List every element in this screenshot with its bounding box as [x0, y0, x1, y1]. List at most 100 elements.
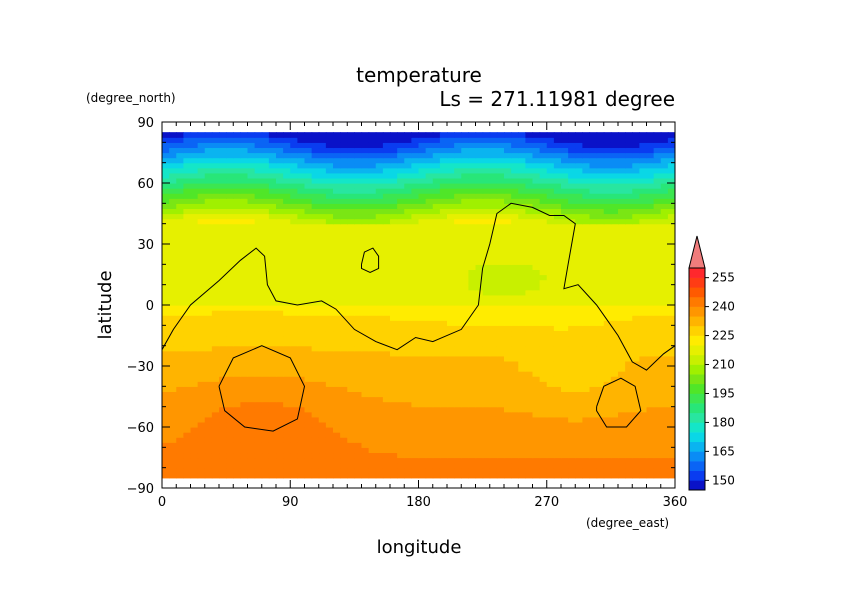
heatmap-cell	[311, 462, 320, 469]
heatmap-cell	[361, 366, 370, 372]
heatmap-cell	[504, 238, 512, 245]
heatmap-cell	[261, 213, 270, 220]
heatmap-cell	[368, 432, 377, 438]
heatmap-cell	[489, 432, 498, 438]
heatmap-cell	[546, 355, 555, 362]
heatmap-cell	[496, 299, 505, 306]
heatmap-cell	[261, 381, 270, 387]
heatmap-cell	[511, 381, 519, 387]
heatmap-cell	[461, 360, 469, 367]
heatmap-cell	[347, 462, 355, 469]
heatmap-cell	[518, 457, 526, 464]
heatmap-cell	[596, 386, 605, 393]
heatmap-cell	[297, 284, 306, 291]
heatmap-cell	[461, 294, 469, 301]
heatmap-cell	[226, 350, 234, 357]
heatmap-cell	[290, 371, 298, 377]
heatmap-cell	[561, 259, 569, 265]
heatmap-cell	[261, 167, 270, 174]
heatmap-cell	[411, 132, 420, 138]
heatmap-cell	[254, 132, 263, 138]
heatmap-cell	[596, 376, 605, 382]
heatmap-cell	[625, 335, 633, 342]
heatmap-cell	[539, 467, 548, 474]
heatmap-cell	[375, 381, 384, 387]
heatmap-cell	[511, 233, 519, 240]
heatmap-cell	[240, 172, 249, 179]
heatmap-cell	[468, 162, 477, 169]
heatmap-cell	[318, 452, 327, 459]
heatmap-cell	[596, 315, 605, 321]
heatmap-cell	[546, 218, 555, 225]
x-tick-label: 180	[406, 495, 431, 510]
heatmap-cell	[169, 244, 177, 250]
heatmap-cell	[375, 305, 384, 311]
heatmap-cell	[596, 198, 605, 204]
heatmap-cell	[311, 289, 320, 296]
heatmap-cell	[646, 233, 655, 240]
heatmap-cell	[568, 198, 576, 204]
heatmap-cell	[561, 457, 569, 464]
heatmap-cell	[447, 223, 455, 230]
heatmap-cell	[447, 203, 455, 210]
heatmap-cell	[653, 142, 662, 149]
heatmap-cell	[176, 432, 184, 438]
heatmap-cell	[204, 172, 213, 179]
heatmap-cell	[660, 325, 669, 332]
heatmap-cell	[354, 467, 363, 474]
heatmap-cell	[653, 254, 662, 260]
heatmap-cell	[211, 396, 220, 403]
heatmap-cell	[568, 310, 576, 316]
heatmap-cell	[311, 299, 320, 306]
heatmap-cell	[646, 198, 655, 204]
heatmap-cell	[625, 371, 633, 377]
heatmap-cell	[454, 289, 462, 296]
heatmap-cell	[162, 254, 170, 260]
heatmap-cell	[211, 284, 220, 291]
heatmap-cell	[404, 411, 412, 418]
heatmap-cell	[575, 366, 583, 372]
heatmap-cell	[268, 137, 277, 143]
heatmap-cell	[425, 233, 434, 240]
heatmap-cell	[190, 238, 199, 245]
heatmap-cell	[297, 254, 306, 260]
heatmap-cell	[297, 330, 306, 337]
contour-lines	[162, 202, 675, 432]
heatmap-cell	[518, 223, 526, 230]
heatmap-cell	[361, 406, 370, 413]
heatmap-cell	[653, 299, 662, 306]
heatmap-cell	[183, 416, 192, 423]
heatmap-cell	[518, 366, 526, 372]
heatmap-cell	[311, 452, 320, 459]
heatmap-cell	[190, 299, 199, 306]
heatmap-cell	[347, 416, 355, 423]
heatmap-cell	[311, 213, 320, 220]
heatmap-cell	[304, 427, 313, 433]
heatmap-cell	[546, 137, 555, 143]
heatmap-cell	[632, 172, 640, 179]
heatmap-cell	[162, 386, 170, 393]
heatmap-cell	[333, 391, 341, 398]
heatmap-cell	[247, 386, 256, 393]
heatmap-cell	[425, 284, 434, 291]
heatmap-cell	[190, 396, 199, 403]
heatmap-cell	[375, 157, 384, 164]
heatmap-cell	[568, 259, 576, 265]
heatmap-cell	[468, 416, 477, 423]
heatmap-cell	[254, 442, 263, 448]
heatmap-cell	[425, 437, 434, 443]
heatmap-cell	[204, 218, 213, 225]
heatmap-cell	[496, 462, 505, 469]
heatmap-cell	[582, 147, 591, 154]
heatmap-cell	[204, 233, 213, 240]
heatmap-cell	[596, 284, 605, 291]
heatmap-cell	[176, 467, 184, 474]
heatmap-cell	[532, 198, 541, 204]
heatmap-cell	[660, 299, 669, 306]
heatmap-cell	[625, 437, 633, 443]
heatmap-cell	[610, 366, 619, 372]
heatmap-cell	[603, 238, 612, 245]
heatmap-cell	[404, 442, 412, 448]
heatmap-cell	[632, 391, 640, 398]
heatmap-cell	[268, 228, 277, 235]
